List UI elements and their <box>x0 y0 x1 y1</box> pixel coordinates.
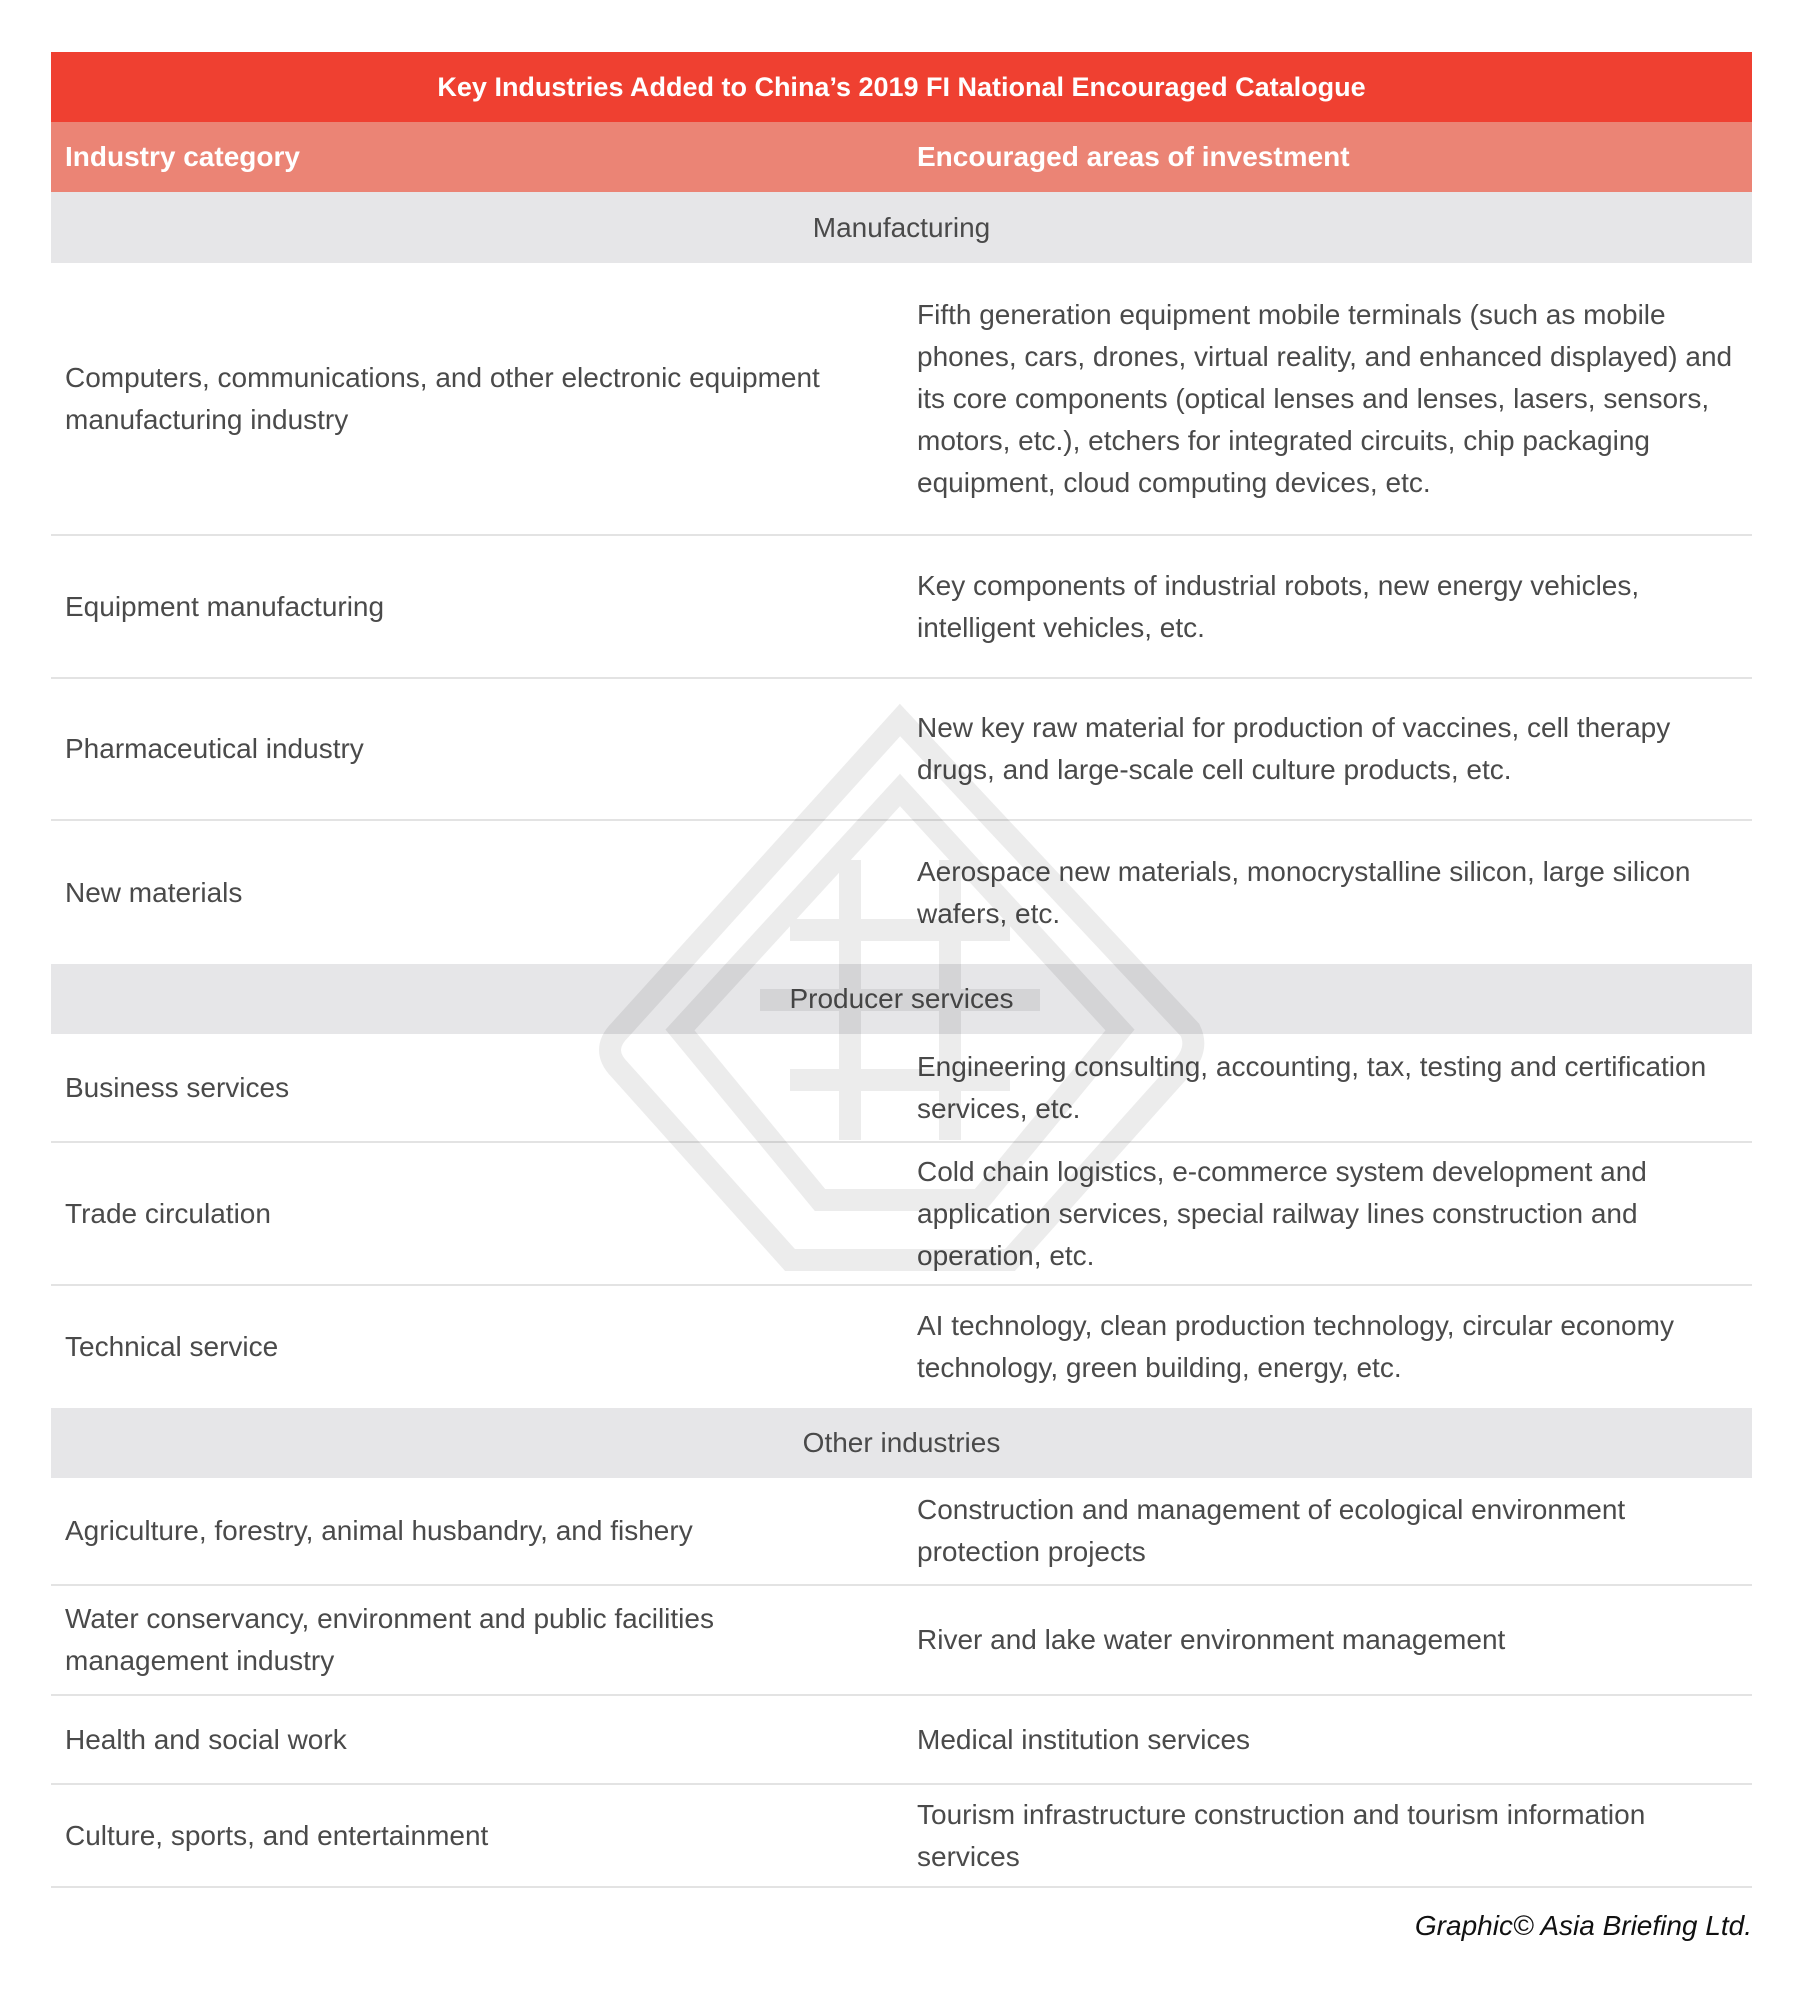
header-encouraged-areas: Encouraged areas of investment <box>917 141 1350 172</box>
section-header-other-industries: Other industries <box>51 1408 1752 1478</box>
catalogue-table: Key Industries Added to China’s 2019 FI … <box>51 52 1752 1888</box>
table-row: Water conservancy, environment and publi… <box>51 1586 1752 1696</box>
table-row: Culture, sports, and entertainment Touri… <box>51 1785 1752 1888</box>
table-title: Key Industries Added to China’s 2019 FI … <box>51 52 1752 122</box>
industry-category: Business services <box>65 1071 290 1103</box>
industry-category: Health and social work <box>65 1723 347 1755</box>
encouraged-areas: River and lake water environment managem… <box>917 1624 1506 1655</box>
encouraged-areas: AI technology, clean production technolo… <box>917 1310 1674 1383</box>
section-header-manufacturing: Manufacturing <box>51 192 1752 263</box>
encouraged-areas: Medical institution services <box>917 1723 1251 1755</box>
industry-category: Trade circulation <box>65 1197 271 1229</box>
industry-category: New materials <box>65 876 243 908</box>
table-row: Trade circulation Cold chain logistics, … <box>51 1143 1752 1286</box>
header-row: Industry category Encouraged areas of in… <box>51 122 1752 192</box>
encouraged-areas: Tourism infrastructure construction and … <box>917 1798 1646 1872</box>
industry-category: Culture, sports, and entertainment <box>65 1819 489 1851</box>
copyright-footer: Graphic© Asia Briefing Ltd. <box>1414 1910 1752 1941</box>
encouraged-areas: Aerospace new materials, monocrystalline… <box>917 855 1691 929</box>
table-row: New materials Aerospace new materials, m… <box>51 821 1752 964</box>
header-industry-category: Industry category <box>65 141 300 172</box>
encouraged-areas: Engineering consulting, accounting, tax,… <box>917 1050 1707 1124</box>
table-row: Computers, communications, and other ele… <box>51 263 1752 536</box>
industry-category: Computers, communications, and other ele… <box>65 361 820 435</box>
industry-category: Agriculture, forestry, animal husbandry,… <box>65 1515 693 1546</box>
table-row: Business services Engineering consulting… <box>51 1034 1752 1143</box>
encouraged-areas: Key components of industrial robots, new… <box>917 569 1640 643</box>
table-row: Equipment manufacturing Key components o… <box>51 536 1752 679</box>
encouraged-areas: Cold chain logistics, e-commerce system … <box>917 1155 1647 1271</box>
encouraged-areas: Construction and management of ecologica… <box>917 1494 1626 1567</box>
table-row: Pharmaceutical industry New key raw mate… <box>51 679 1752 821</box>
table-row: Health and social work Medical instituti… <box>51 1696 1752 1785</box>
table-row: Technical service AI technology, clean p… <box>51 1286 1752 1408</box>
industry-category: Pharmaceutical industry <box>65 733 364 764</box>
encouraged-areas: New key raw material for production of v… <box>917 712 1671 785</box>
industry-category: Equipment manufacturing <box>65 590 385 622</box>
industry-category: Technical service <box>65 1331 279 1362</box>
section-header-producer-services: Producer services <box>51 964 1752 1034</box>
table-row: Agriculture, forestry, animal husbandry,… <box>51 1478 1752 1586</box>
encouraged-areas: Fifth generation equipment mobile termin… <box>917 298 1733 498</box>
industry-category: Water conservancy, environment and publi… <box>65 1603 714 1676</box>
